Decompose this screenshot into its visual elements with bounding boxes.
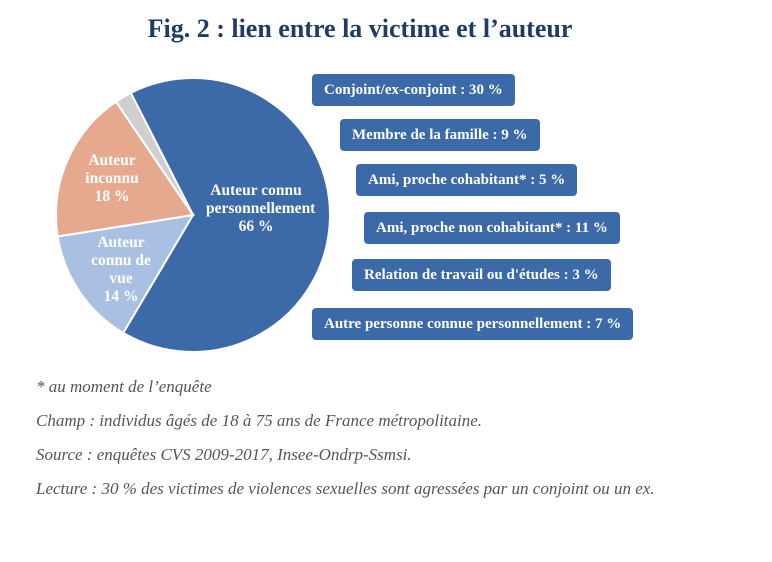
breakdown-conjoint: Conjoint/ex-conjoint : 30 % <box>312 74 515 106</box>
slice-label-text: Auteur connu de vue <box>91 234 151 287</box>
breakdown-travail: Relation de travail ou d'études : 3 % <box>352 259 611 291</box>
slice-pct: 18 % <box>94 188 130 205</box>
slice-inconnu <box>55 100 195 238</box>
breakdown-autre: Autre personne connue personnellement : … <box>312 308 634 340</box>
champ-note: Champ : individus âgés de 18 à 75 ans de… <box>36 411 483 430</box>
footnote: * au moment de l’enquête <box>36 377 212 396</box>
slice-label-text: Auteur inconnu <box>85 152 139 187</box>
lecture-note: Lecture : 30 % des victimes de violences… <box>36 479 655 498</box>
slice-label-connu-de-vue: Auteur connu de vue 14 % <box>74 234 168 306</box>
breakdown-famille: Membre de la famille : 9 % <box>340 119 540 151</box>
slice-autre <box>114 91 194 216</box>
slice-label-text: Auteur connu personnellement <box>206 182 316 217</box>
breakdown-ami-cohabitant: Ami, proche cohabitant* : 5 % <box>356 164 578 196</box>
slice-pct: 66 % <box>238 218 274 235</box>
breakdown-ami-non-cohabitant: Ami, proche non cohabitant* : 11 % <box>364 212 620 244</box>
slice-pct: 14 % <box>103 288 139 305</box>
slice-connu-personnellement <box>121 77 331 353</box>
source-note: Source : enquêtes CVS 2009-2017, Insee-O… <box>36 445 412 464</box>
slice-label-connu-personnellement: Auteur connu personnellement 66 % <box>186 182 326 236</box>
slice-label-inconnu: Auteur inconnu 18 % <box>72 152 152 206</box>
slice-connu-de-vue <box>56 213 195 335</box>
chart-title: Fig. 2 : lien entre la victime et l’aute… <box>147 14 573 43</box>
